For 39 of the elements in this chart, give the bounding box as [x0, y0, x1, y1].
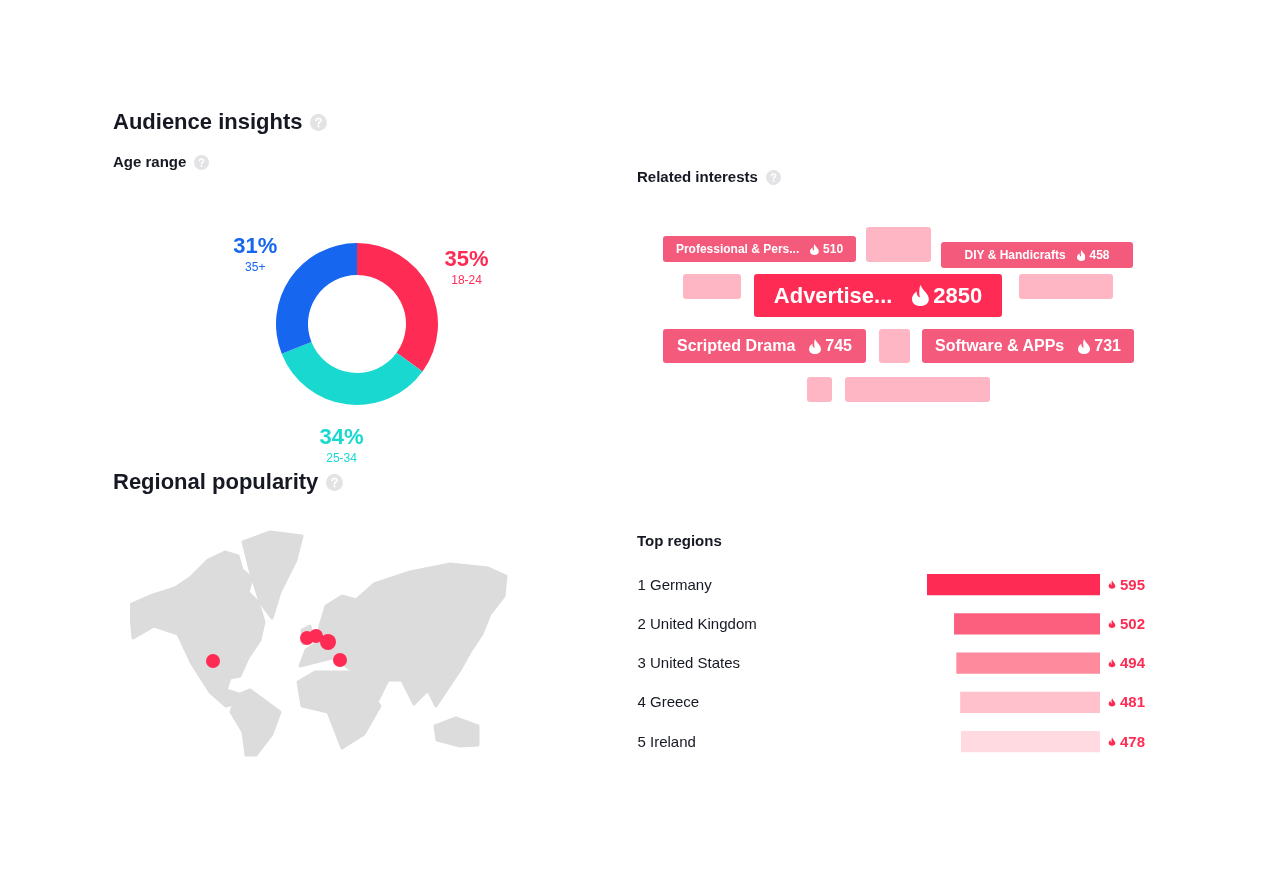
bar [960, 692, 1100, 714]
donut-slice [281, 342, 423, 405]
data-label: 502 [1120, 615, 1146, 633]
data-label: 481 [1120, 693, 1146, 711]
slice-label: 18-24 [451, 273, 483, 288]
category-label: Software & APPs [935, 337, 1065, 355]
data-label: 2850 [933, 282, 983, 309]
text: Related interests [637, 168, 758, 186]
category-label: Scripted Drama [677, 337, 796, 355]
text: Top regions [637, 532, 722, 550]
y-tick-label: 5 Ireland [637, 733, 696, 751]
bar [927, 574, 1100, 596]
data-label: 31% [233, 232, 278, 258]
data-label: 731 [1094, 337, 1121, 355]
y-tick-label: 4 Greece [637, 693, 700, 711]
data-label: 35% [444, 246, 489, 272]
data-label: 745 [825, 337, 852, 355]
category-label: Professional & Pers... [675, 242, 800, 256]
donut-slice [276, 243, 357, 354]
category-label: DIY & Handicrafts [964, 248, 1066, 262]
chart-title: Audience insights [113, 109, 303, 135]
chart-subtitle: Age range [113, 153, 187, 171]
data-label: 458 [1089, 248, 1110, 262]
slice-label: 35+ [245, 259, 266, 274]
bar [954, 613, 1100, 635]
y-tick-label: 3 United States [637, 654, 741, 672]
text: Regional popularity [113, 469, 319, 495]
slice-label: 25-34 [326, 451, 358, 466]
y-tick-label: 2 United Kingdom [637, 615, 757, 633]
bar [961, 731, 1100, 753]
data-label: 34% [319, 424, 364, 450]
data-label: 595 [1120, 576, 1146, 594]
bar [956, 652, 1100, 675]
y-tick-label: 1 Germany [637, 576, 713, 594]
category-label: Advertise... [773, 282, 893, 309]
data-label: 478 [1120, 733, 1146, 751]
donut-slice [357, 243, 438, 372]
data-label: 510 [823, 242, 844, 256]
data-label: 494 [1120, 654, 1146, 672]
